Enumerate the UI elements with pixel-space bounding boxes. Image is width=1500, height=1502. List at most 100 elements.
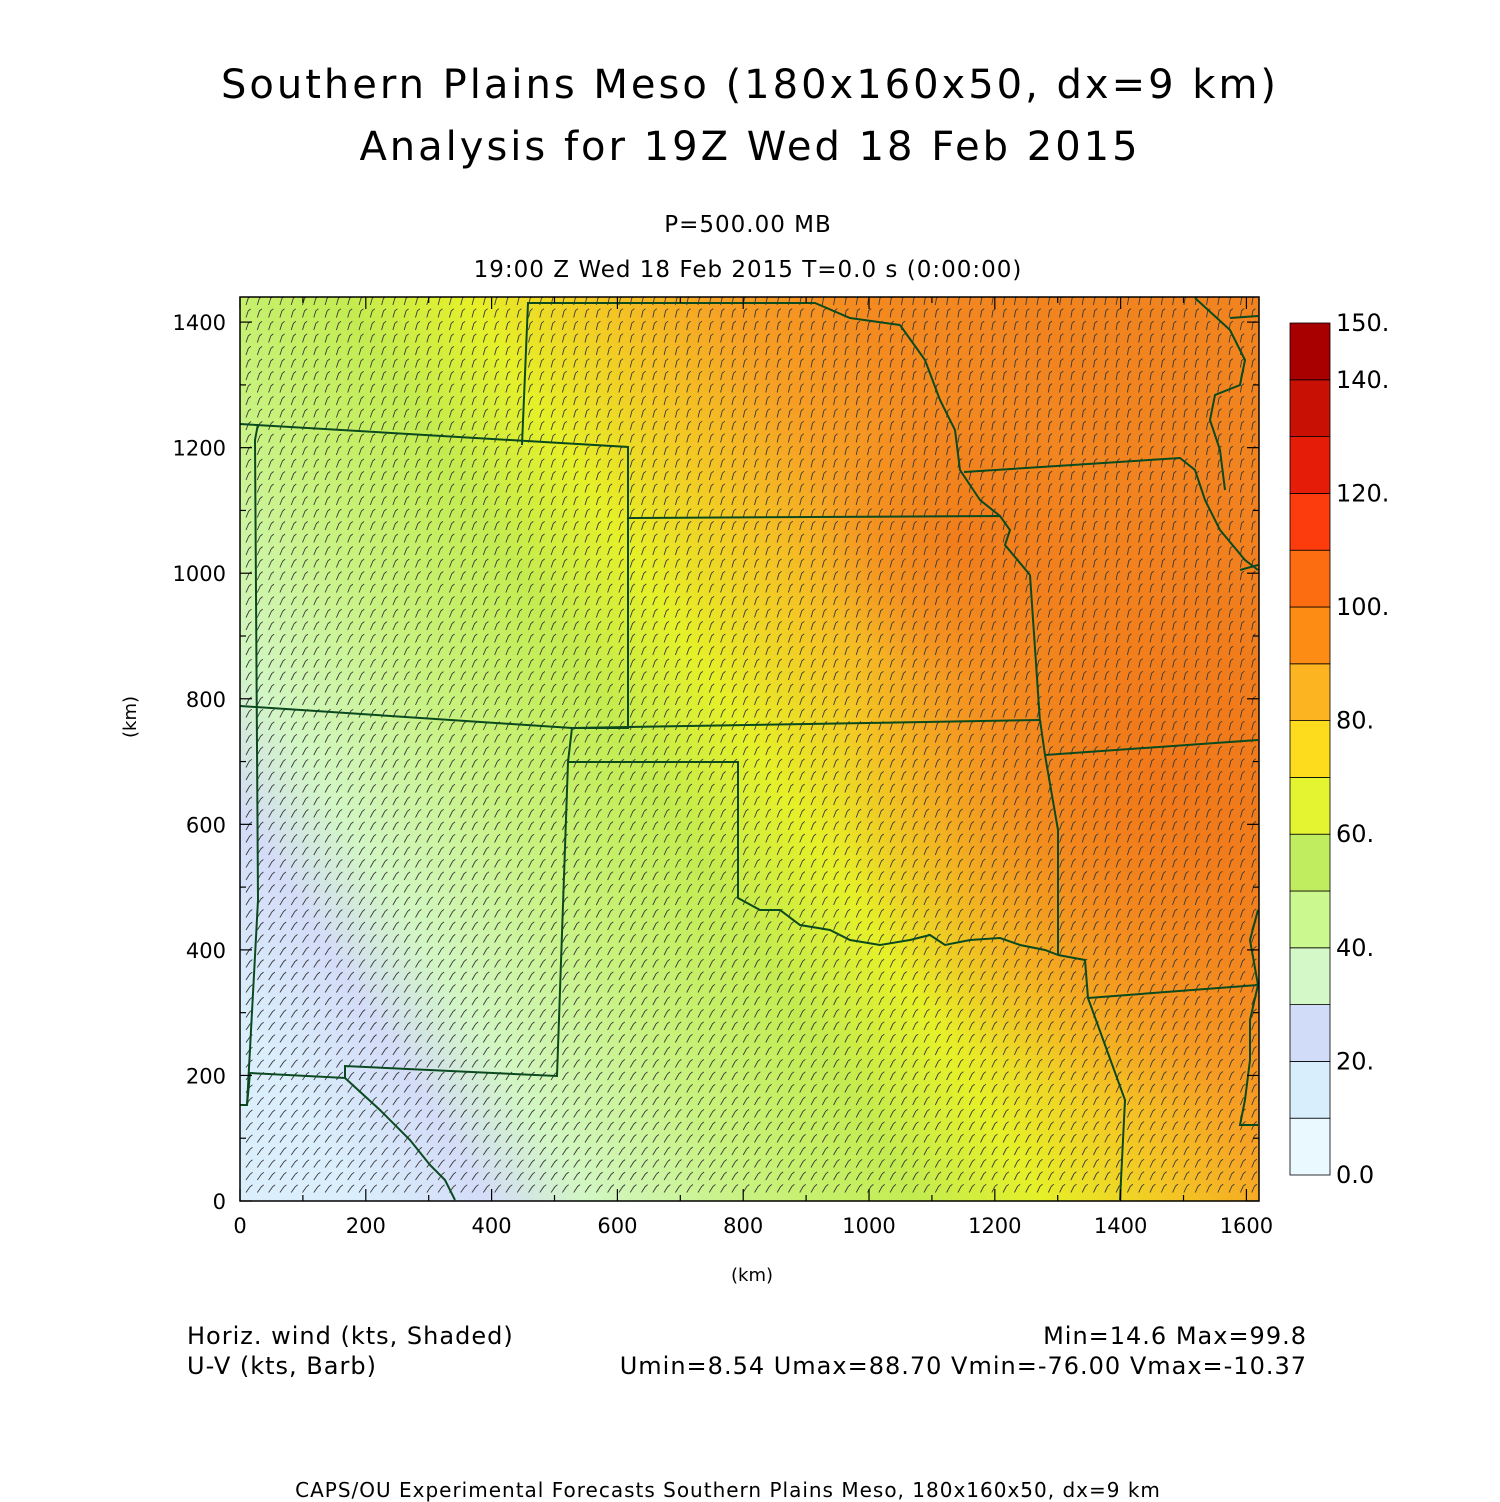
wind-barb bbox=[1115, 520, 1121, 531]
wind-barb bbox=[810, 658, 816, 668]
wind-barb bbox=[889, 333, 895, 343]
wind-barb bbox=[358, 421, 365, 431]
wind-barb bbox=[799, 320, 804, 331]
wind-barb bbox=[302, 496, 308, 506]
wind-barb bbox=[437, 358, 443, 368]
wind-barb bbox=[1149, 508, 1154, 518]
wind-barb bbox=[821, 583, 828, 593]
wind-barb bbox=[1138, 583, 1143, 593]
wind-barb bbox=[573, 646, 579, 656]
wind-barb bbox=[1081, 508, 1087, 518]
wind-barb bbox=[1081, 420, 1087, 431]
wind-barb bbox=[663, 383, 669, 393]
wind-barb bbox=[1013, 408, 1019, 418]
wind-barb bbox=[1251, 645, 1256, 656]
wind-barb bbox=[844, 583, 850, 593]
wind-barb bbox=[550, 333, 556, 343]
wind-barb bbox=[787, 620, 794, 631]
wind-barb bbox=[1138, 545, 1143, 556]
wind-barb bbox=[369, 571, 376, 581]
wind-barb bbox=[595, 333, 601, 343]
wind-barb bbox=[415, 345, 421, 356]
wind-barb bbox=[799, 608, 805, 618]
wind-barb bbox=[742, 646, 749, 656]
wind-barb bbox=[516, 320, 522, 331]
wind-barb bbox=[471, 583, 478, 593]
wind-barb bbox=[561, 571, 568, 581]
wind-barb bbox=[833, 470, 838, 481]
wind-barb bbox=[1251, 545, 1256, 556]
wind-barb bbox=[776, 308, 782, 318]
wind-barb bbox=[1206, 297, 1210, 306]
wind-barb bbox=[708, 558, 715, 568]
wind-barb bbox=[1251, 383, 1256, 393]
wind-barb bbox=[957, 495, 963, 506]
wind-barb bbox=[1206, 470, 1211, 481]
wind-barb bbox=[968, 633, 974, 643]
wind-barb bbox=[313, 371, 319, 381]
wind-barb bbox=[245, 608, 252, 618]
wind-barb bbox=[1183, 433, 1188, 443]
wind-barb bbox=[663, 495, 669, 506]
wind-barb bbox=[279, 483, 286, 493]
wind-barb bbox=[957, 533, 963, 543]
wind-barb bbox=[268, 558, 275, 568]
wind-barb bbox=[720, 495, 726, 506]
wind-barb bbox=[1239, 645, 1245, 656]
wind-barb bbox=[482, 546, 489, 556]
wind-barb bbox=[505, 483, 511, 493]
wind-barb bbox=[1138, 370, 1143, 381]
wind-barb bbox=[1093, 297, 1097, 306]
wind-barb bbox=[324, 646, 331, 656]
wind-barb bbox=[878, 345, 883, 356]
wind-barb bbox=[1149, 583, 1155, 593]
wind-barb bbox=[369, 496, 376, 506]
wind-barb bbox=[516, 658, 523, 668]
wind-barb bbox=[381, 658, 388, 668]
wind-barb bbox=[844, 297, 849, 306]
wind-barb bbox=[765, 646, 771, 656]
wind-barb bbox=[708, 458, 714, 468]
wind-barb bbox=[708, 633, 715, 643]
wind-barb bbox=[415, 471, 421, 481]
wind-barb bbox=[573, 495, 579, 506]
wind-barb bbox=[787, 383, 793, 393]
wind-barb bbox=[539, 333, 545, 343]
wind-barb bbox=[844, 370, 850, 381]
wind-barb bbox=[776, 520, 782, 531]
wind-barb bbox=[369, 345, 376, 356]
wind-barb bbox=[1081, 608, 1087, 618]
wind-barb bbox=[1194, 533, 1200, 543]
wind-barb bbox=[437, 308, 443, 318]
wind-barb bbox=[867, 345, 872, 356]
wind-barb bbox=[369, 483, 376, 493]
wind-barb bbox=[279, 583, 286, 593]
wind-barb bbox=[482, 471, 489, 481]
wind-barb bbox=[765, 595, 771, 606]
wind-barb bbox=[528, 546, 534, 556]
wind-barb bbox=[1115, 408, 1121, 418]
wind-barb bbox=[1104, 433, 1109, 443]
wind-barb bbox=[968, 533, 974, 543]
wind-barb bbox=[505, 621, 512, 631]
wind-barb bbox=[1172, 620, 1177, 631]
wind-barb bbox=[934, 633, 940, 643]
wind-barb bbox=[844, 408, 850, 418]
wind-barb bbox=[381, 320, 387, 331]
wind-barb bbox=[1172, 508, 1177, 518]
wind-barb bbox=[1138, 320, 1143, 331]
wind-barb bbox=[878, 370, 883, 381]
wind-barb bbox=[912, 558, 918, 568]
wind-barb bbox=[1251, 370, 1256, 381]
wind-barb bbox=[324, 571, 331, 581]
wind-barb bbox=[595, 658, 602, 668]
wind-barb bbox=[708, 533, 715, 543]
wind-barb bbox=[1239, 545, 1245, 556]
wind-barb bbox=[550, 521, 557, 531]
wind-barb bbox=[1093, 508, 1098, 518]
wind-barb bbox=[584, 596, 591, 606]
wind-barb bbox=[663, 658, 670, 668]
wind-barb bbox=[991, 545, 997, 556]
wind-barb bbox=[1002, 595, 1008, 606]
wind-barb bbox=[573, 608, 579, 618]
